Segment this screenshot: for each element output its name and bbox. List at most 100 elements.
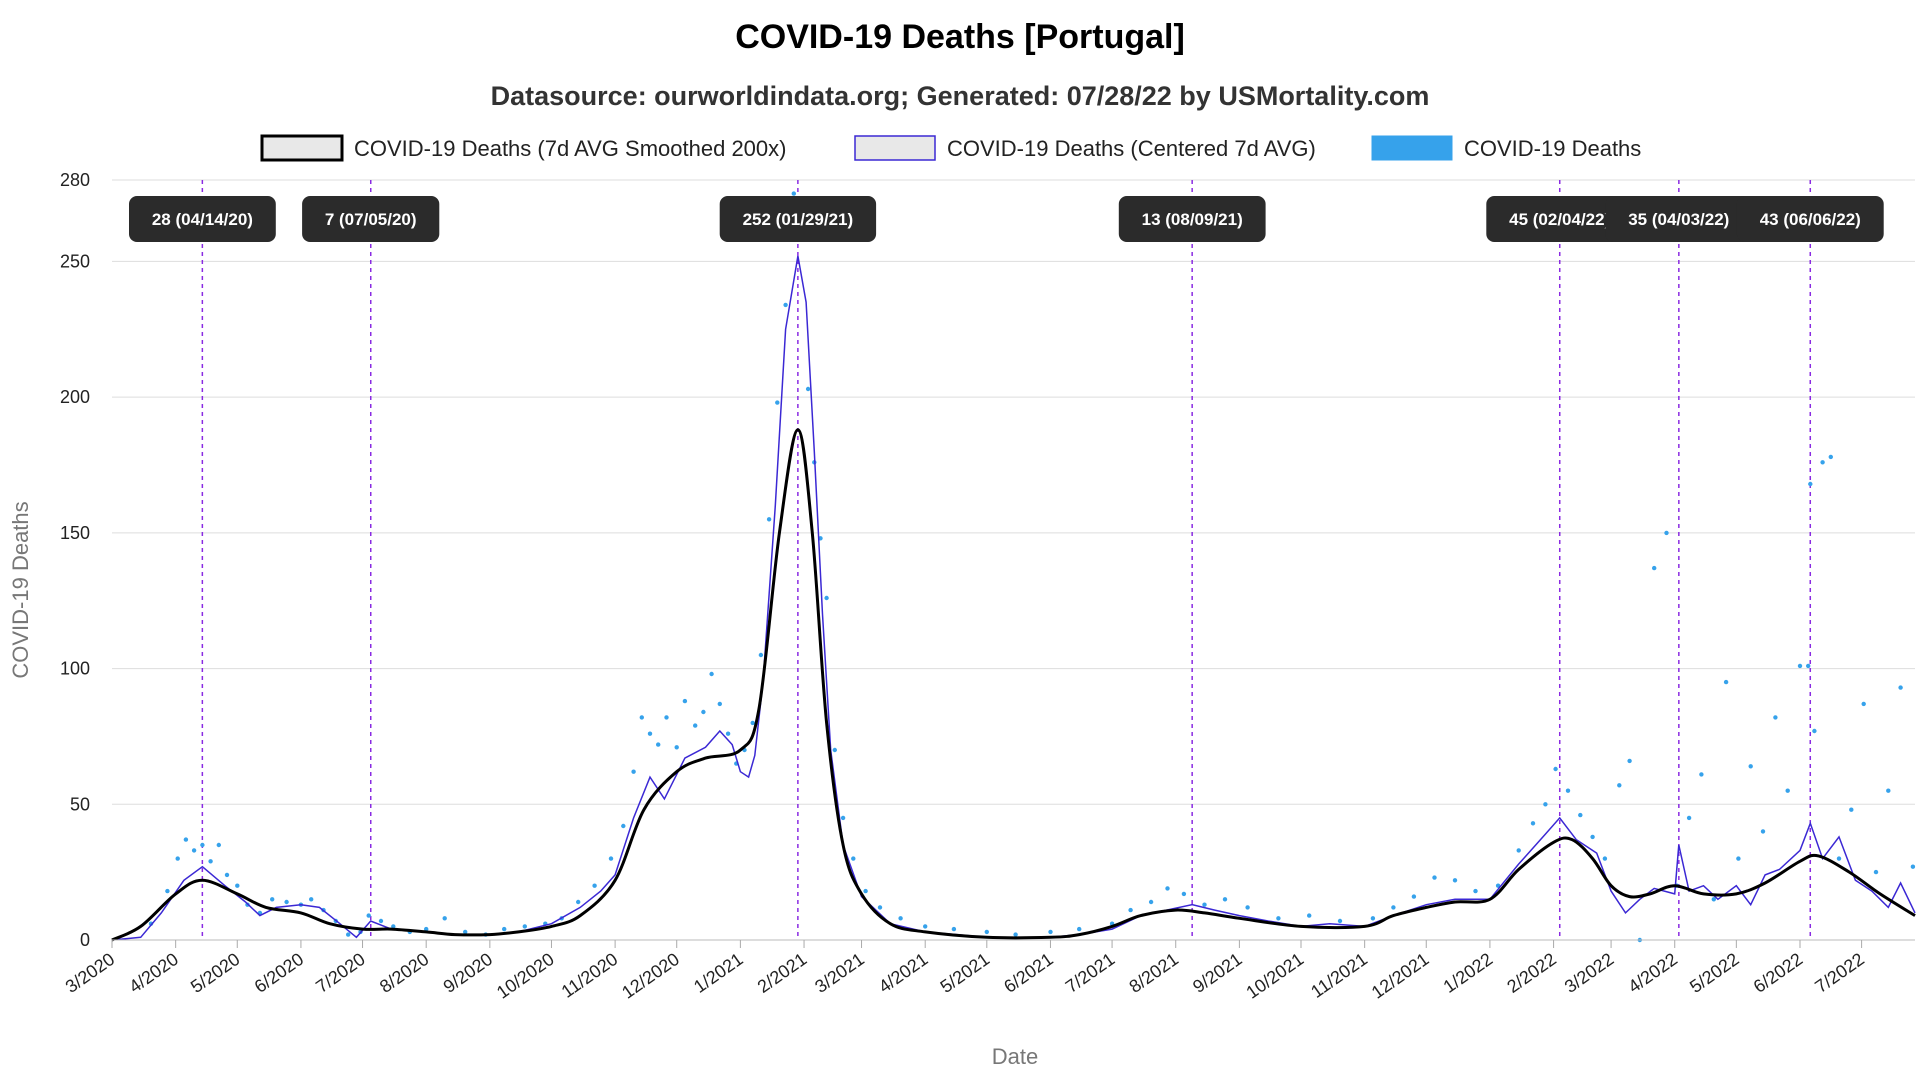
- annotation-box: [719, 196, 877, 242]
- x-tick-label: 8/2020: [376, 949, 433, 997]
- x-tick-label: 4/2021: [875, 949, 932, 997]
- daily-deaths-point: [693, 723, 698, 728]
- daily-deaths-point: [1686, 815, 1692, 821]
- annotation-label: 252 (01/29/21): [719, 196, 877, 242]
- daily-deaths-point: [682, 698, 688, 704]
- daily-deaths-point: [1812, 728, 1817, 734]
- daily-deaths-point: [1473, 888, 1478, 894]
- daily-deaths-point: [1553, 766, 1558, 772]
- daily-deaths-point: [576, 899, 581, 905]
- daily-deaths-point: [791, 191, 796, 196]
- daily-deaths-point: [805, 386, 811, 392]
- daily-deaths-point: [1276, 916, 1281, 921]
- daily-deaths-point: [709, 671, 714, 677]
- annotation-box: [129, 196, 276, 242]
- daily-deaths-point: [647, 731, 653, 736]
- daily-deaths-point: [631, 769, 636, 774]
- x-tick-label: 2/2021: [754, 949, 811, 997]
- daily-deaths-point: [1898, 685, 1903, 690]
- daily-deaths-point: [923, 924, 928, 929]
- annotation-box: [302, 196, 440, 242]
- x-tick-label: 11/2021: [1307, 949, 1371, 1002]
- daily-deaths-point: [1048, 929, 1053, 935]
- smoothed-avg-line: [111, 428, 1916, 942]
- daily-deaths-point: [851, 856, 856, 861]
- x-tick-label: 10/2020: [493, 949, 558, 1003]
- daily-deaths-point: [1578, 812, 1583, 818]
- x-tick-label: 8/2021: [1125, 949, 1182, 997]
- daily-deaths-point: [200, 842, 205, 848]
- daily-deaths-point: [664, 715, 669, 720]
- daily-deaths-point: [1411, 894, 1417, 899]
- annotation-box: [1486, 196, 1634, 242]
- daily-deaths-point: [1617, 783, 1622, 788]
- daily-deaths-point: [1245, 905, 1250, 910]
- x-tick-label: 7/2020: [312, 949, 369, 997]
- daily-deaths-point: [1337, 918, 1343, 924]
- annotation-box: [1605, 196, 1753, 242]
- daily-deaths-point: [1828, 454, 1834, 460]
- y-tick-label: 280: [60, 170, 90, 190]
- chart-subtitle: Datasource: ourworldindata.org; Generate…: [491, 81, 1430, 111]
- daily-deaths-point: [191, 848, 197, 853]
- legend-swatch: [260, 134, 344, 162]
- y-tick-label: 0: [80, 930, 90, 950]
- daily-deaths-point: [1202, 902, 1207, 907]
- daily-deaths-point: [270, 897, 275, 902]
- x-tick-label: 9/2020: [440, 949, 497, 997]
- daily-deaths-point: [1565, 788, 1571, 793]
- daily-deaths-point: [165, 888, 170, 894]
- annotation-text: 13 (08/09/21): [1142, 210, 1243, 229]
- centered-7d-avg-line: [111, 255, 1916, 941]
- x-tick-label: 3/2020: [62, 949, 119, 997]
- legend-item: COVID-19 Deaths: [1371, 135, 1641, 161]
- daily-deaths-point: [235, 883, 240, 888]
- legend-swatch: [1371, 135, 1453, 161]
- daily-deaths-point: [783, 302, 788, 308]
- daily-deaths-point: [366, 913, 371, 918]
- daily-deaths-point: [224, 872, 230, 878]
- daily-deaths-point: [502, 926, 507, 932]
- daily-deaths-point: [775, 400, 780, 405]
- x-axis-title: Date: [992, 1044, 1038, 1069]
- daily-deaths-point: [1910, 864, 1916, 869]
- x-tick-label: 4/2020: [125, 949, 182, 997]
- x-tick-label: 3/2021: [811, 949, 868, 997]
- daily-deaths-point: [1530, 821, 1536, 826]
- daily-deaths-point: [840, 815, 846, 821]
- daily-deaths-point: [877, 905, 883, 910]
- annotation-text: 28 (04/14/20): [152, 210, 253, 229]
- daily-deaths-point: [639, 715, 644, 720]
- annotation-text: 35 (04/03/22): [1628, 210, 1729, 229]
- daily-deaths-point: [832, 747, 837, 753]
- daily-deaths-point: [1820, 460, 1825, 465]
- daily-deaths-point: [1836, 856, 1842, 861]
- daily-deaths-point: [1370, 916, 1376, 921]
- annotation-text: 7 (07/05/20): [325, 210, 417, 229]
- daily-deaths-point: [378, 918, 384, 924]
- daily-deaths-point: [346, 932, 351, 937]
- daily-deaths-point: [1664, 530, 1669, 536]
- x-tick-label: 7/2022: [1811, 949, 1868, 997]
- x-tick-label: 5/2022: [1686, 949, 1743, 997]
- daily-deaths-point: [674, 745, 679, 750]
- annotation-box: [1118, 196, 1266, 242]
- y-tick-label: 50: [70, 794, 90, 814]
- x-tick-label: 6/2021: [1000, 949, 1057, 997]
- legend-label: COVID-19 Deaths (7d AVG Smoothed 200x): [354, 136, 786, 161]
- daily-deaths-point: [183, 837, 189, 842]
- daily-deaths-point: [309, 897, 314, 902]
- x-tick-label: 11/2020: [558, 949, 622, 1002]
- daily-deaths-point: [1748, 764, 1753, 769]
- annotation-labels: 28 (04/14/20) 7 (07/05/20) 252 (01/29/21) 1…: [129, 196, 1884, 242]
- daily-deaths-point: [442, 916, 447, 921]
- y-tick-label: 150: [60, 523, 90, 543]
- legend-label: COVID-19 Deaths: [1464, 136, 1641, 161]
- daily-deaths-point: [463, 929, 468, 935]
- daily-deaths-point: [1452, 878, 1458, 883]
- annotation-label: 7 (07/05/20): [302, 196, 440, 242]
- legend-label: COVID-19 Deaths (Centered 7d AVG): [947, 136, 1316, 161]
- daily-deaths-point: [758, 652, 764, 658]
